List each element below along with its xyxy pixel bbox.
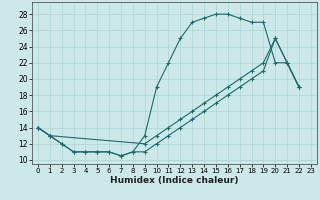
X-axis label: Humidex (Indice chaleur): Humidex (Indice chaleur)	[110, 176, 239, 185]
